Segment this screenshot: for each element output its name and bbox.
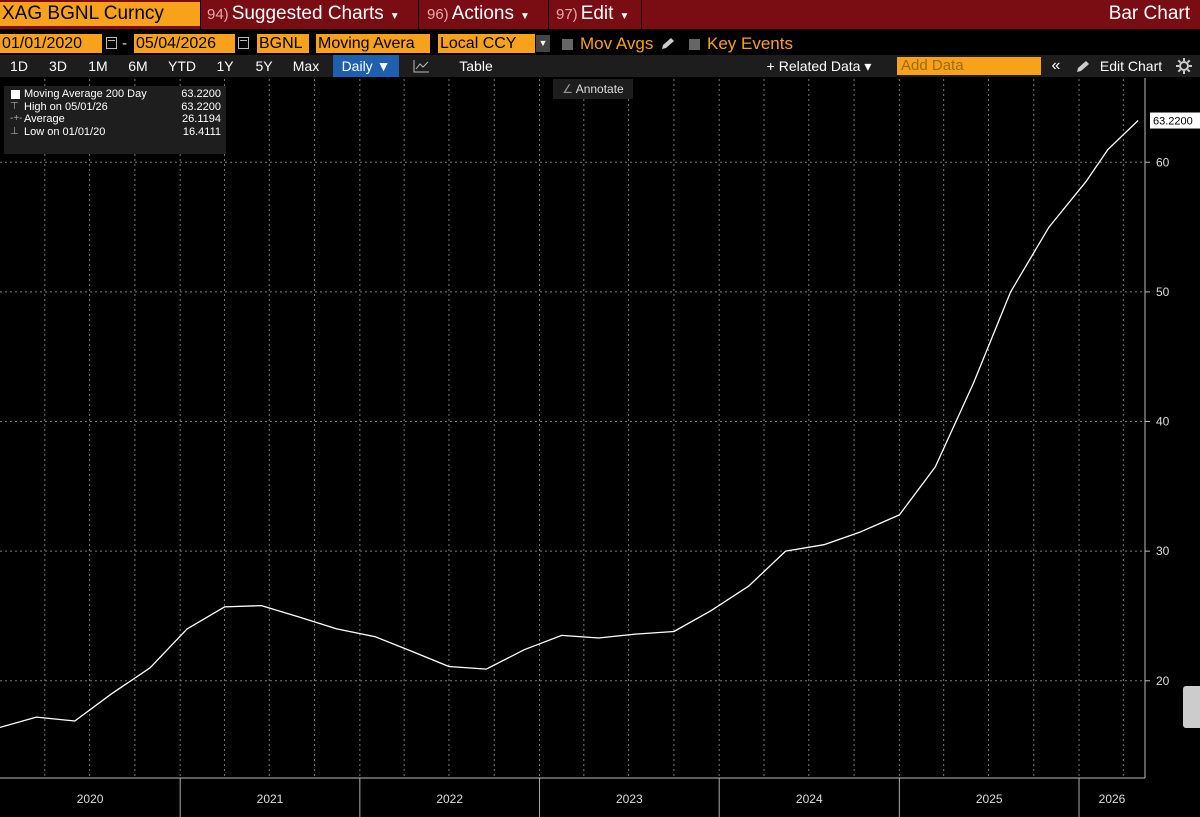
x-tick-label: 2025 (976, 792, 1003, 806)
period-bar: 1D 3D 1M 6M YTD 1Y 5Y Max Daily ▼ Table … (0, 55, 1200, 77)
annotate-label: Annotate (575, 82, 624, 96)
legend-row-low: ⊥ Low on 01/01/20 16.4111 (8, 126, 226, 139)
currency-dropdown-icon[interactable]: ▼ (536, 35, 550, 52)
x-tick-label: 2023 (616, 792, 643, 806)
period-5y[interactable]: 5Y (255, 58, 273, 74)
x-tick-label: 2021 (257, 792, 284, 806)
legend-label: Moving Average 200 Day (24, 88, 147, 100)
key-events-label[interactable]: Key Events (707, 34, 793, 53)
edit-chart-pencil-icon (1077, 61, 1089, 72)
start-date-field[interactable]: 01/01/2020 (0, 34, 102, 53)
calendar-icon[interactable] (238, 37, 249, 49)
source-field[interactable]: BGNL (257, 34, 309, 53)
menu-divider (548, 0, 549, 29)
menu-divider (641, 0, 642, 29)
y-axis: 20 30 40 50 60 (1144, 78, 1170, 778)
y-tick-label: 50 (1156, 285, 1170, 299)
series-swatch (11, 90, 20, 99)
date-separator: - (122, 35, 127, 52)
y-tick-label: 30 (1156, 544, 1170, 558)
chart-mode-label: Bar Chart (1108, 3, 1190, 24)
chart-type-icon[interactable] (413, 59, 430, 73)
ticker-field[interactable]: XAG BGNL Curncy (0, 2, 200, 26)
last-value-label: 63.2200 (1153, 116, 1193, 128)
legend-label: Average (24, 113, 65, 125)
series-line-moving-average (0, 120, 1139, 729)
legend-value: 63.2200 (181, 100, 221, 113)
period-max[interactable]: Max (292, 58, 320, 74)
period-1y[interactable]: 1Y (216, 58, 234, 74)
frequency-select[interactable]: Daily ▼ (333, 55, 399, 77)
table-button[interactable]: Table (459, 58, 493, 74)
period-3d[interactable]: 3D (49, 58, 67, 74)
x-tick-label: 2024 (796, 792, 823, 806)
legend-value: 63.2200 (181, 88, 221, 100)
y-tick-label: 40 (1156, 415, 1170, 429)
key-events-checkbox[interactable] (689, 39, 700, 50)
edit-chart-button[interactable]: Edit Chart (1099, 58, 1163, 74)
side-panel-toggle-icon[interactable] (1183, 686, 1200, 728)
legend-value: 26.1194 (182, 113, 221, 125)
legend-row-high: ⊤ High on 05/01/26 63.2200 (8, 101, 226, 114)
legend-row-series: Moving Average 200 Day 63.2200 (8, 88, 226, 101)
menu-number: 94) (207, 6, 229, 23)
end-date-field[interactable]: 05/04/2026 (134, 34, 235, 53)
related-data-button[interactable]: + Related Data ▾ (766, 58, 872, 74)
period-1d[interactable]: 1D (10, 58, 28, 74)
add-data-input[interactable]: Add Data (897, 57, 1041, 75)
legend-label: Low on 01/01/20 (24, 125, 106, 138)
last-value-tag (1150, 112, 1200, 129)
menu-label: Edit (580, 3, 614, 24)
chart-grid (0, 79, 1145, 778)
menu-number: 97) (556, 6, 578, 23)
dropdown-arrow-icon: ▼ (389, 11, 400, 22)
mov-avgs-checkbox[interactable] (562, 39, 573, 50)
x-tick-label: 2026 (1099, 792, 1126, 806)
menu-number: 96) (427, 6, 449, 23)
mov-avgs-label[interactable]: Mov Avgs (580, 34, 654, 53)
y-tick-label: 60 (1156, 155, 1170, 169)
chart-legend: Moving Average 200 Day 63.2200 ⊤ High on 0… (4, 86, 226, 154)
annotate-button[interactable]: ∠ Annotate (553, 79, 633, 99)
suggested-charts-menu[interactable]: 94) Suggested Charts ▼ (207, 2, 400, 26)
edit-menu[interactable]: 97) Edit ▼ (556, 2, 629, 26)
x-tick-label: 2022 (436, 792, 463, 806)
annotate-icon: ∠ (562, 82, 576, 96)
dropdown-arrow-icon: ▼ (520, 11, 530, 22)
currency-select[interactable]: Local CCY (438, 34, 535, 53)
calendar-icon[interactable] (106, 37, 117, 49)
menu-label: Actions (451, 3, 514, 24)
period-6m[interactable]: 6M (128, 58, 148, 74)
x-axis: 2020 2021 2022 2023 2024 2025 2026 (0, 777, 1145, 817)
dropdown-arrow-icon: ▼ (619, 11, 630, 22)
high-marker-icon: ⊤ (10, 100, 19, 112)
actions-menu[interactable]: 96) Actions ▼ (427, 2, 530, 26)
legend-row-average: -+- Average 26.1194 (8, 113, 226, 126)
study-field[interactable]: Moving Avera (316, 34, 430, 53)
legend-label: High on 05/01/26 (24, 100, 108, 113)
legend-value: 16.4111 (182, 125, 221, 138)
x-tick-label: 2020 (77, 792, 104, 806)
y-tick-label: 20 (1156, 674, 1170, 688)
period-ytd[interactable]: YTD (168, 58, 196, 74)
pencil-icon[interactable] (660, 37, 676, 51)
menu-divider (418, 0, 419, 29)
menu-divider (200, 0, 201, 29)
menu-label: Suggested Charts (231, 3, 384, 24)
average-marker-icon: -+- (10, 113, 23, 124)
series-group: 63.2200 (0, 112, 1200, 729)
settings-bar: 01/01/2020 - 05/04/2026 BGNL Moving Aver… (0, 32, 1200, 54)
period-1m[interactable]: 1M (88, 58, 108, 74)
low-marker-icon: ⊥ (10, 125, 19, 137)
settings-gear-icon[interactable] (1176, 58, 1192, 74)
collapse-icon[interactable]: « (1051, 57, 1061, 74)
